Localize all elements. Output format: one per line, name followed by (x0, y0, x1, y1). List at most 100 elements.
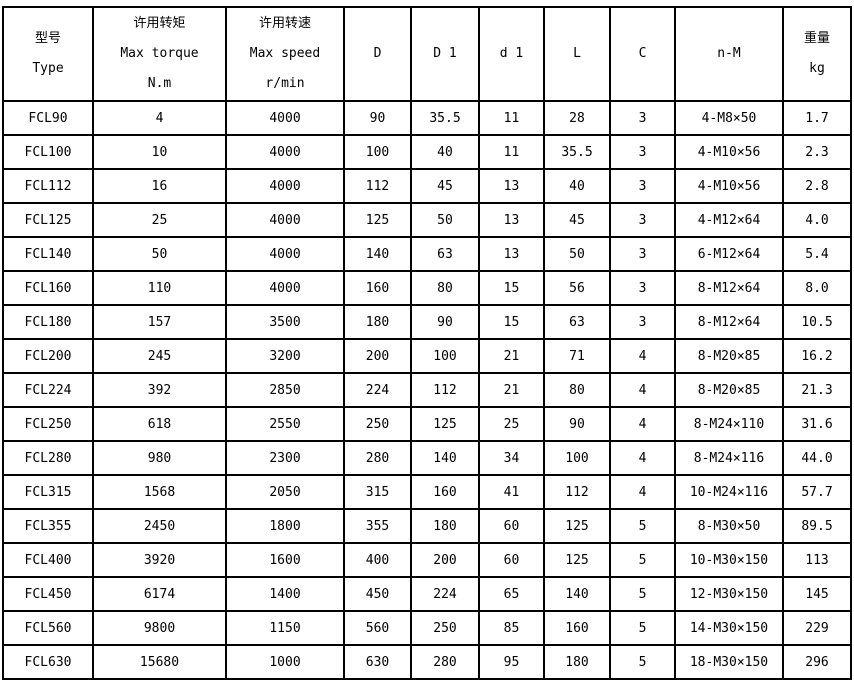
cell-d1-small: 65 (478, 576, 545, 612)
cell-n-m: 4-M10×56 (674, 134, 784, 170)
cell-c: 4 (609, 406, 676, 442)
cell-d: 140 (343, 236, 412, 272)
cell-c: 5 (609, 508, 676, 544)
cell-d1: 224 (410, 576, 480, 612)
cell-type: FCL100 (2, 134, 94, 170)
cell-weight: 89.5 (782, 508, 852, 544)
cell-weight: 296 (782, 644, 852, 680)
table-row: FCL450 6174 1400 450 224 65 140 5 12-M30×150 145 (2, 576, 852, 612)
cell-max-torque: 392 (92, 372, 227, 408)
cell-d1: 45 (410, 168, 480, 204)
cell-weight: 8.0 (782, 270, 852, 306)
header-d1: D 1 (410, 6, 480, 102)
table-row: FCL400 3920 1600 400 200 60 125 5 10-M30×150 113 (2, 542, 852, 578)
cell-type: FCL630 (2, 644, 94, 680)
cell-max-speed: 1150 (225, 610, 345, 646)
cell-d: 200 (343, 338, 412, 374)
cell-max-speed: 2550 (225, 406, 345, 442)
cell-max-torque: 1568 (92, 474, 227, 510)
cell-type: FCL224 (2, 372, 94, 408)
cell-max-torque: 110 (92, 270, 227, 306)
header-line: kg (809, 61, 825, 76)
cell-max-speed: 2850 (225, 372, 345, 408)
cell-l: 125 (543, 542, 611, 578)
cell-c: 3 (609, 100, 676, 136)
table-row: FCL180 157 3500 180 90 15 63 3 8-M12×64 10.5 (2, 304, 852, 340)
cell-max-speed: 4000 (225, 202, 345, 238)
cell-d1-small: 13 (478, 202, 545, 238)
cell-c: 5 (609, 644, 676, 680)
cell-d1: 140 (410, 440, 480, 476)
cell-max-speed: 1000 (225, 644, 345, 680)
table-row: FCL224 392 2850 224 112 21 80 4 8-M20×85 21.3 (2, 372, 852, 408)
cell-d1: 200 (410, 542, 480, 578)
header-line: d 1 (499, 46, 524, 61)
cell-weight: 10.5 (782, 304, 852, 340)
cell-d1-small: 11 (478, 100, 545, 136)
cell-d1-small: 21 (478, 338, 545, 374)
coupling-spec-table: 型号 Type 许用转矩 Max torque N.m 许用转速 Max speed r/mi… (2, 6, 852, 680)
cell-d: 280 (343, 440, 412, 476)
cell-weight: 31.6 (782, 406, 852, 442)
cell-l: 125 (543, 508, 611, 544)
cell-d1: 50 (410, 202, 480, 238)
cell-d: 180 (343, 304, 412, 340)
cell-type: FCL355 (2, 508, 94, 544)
table-body: FCL90 4 4000 90 35.5 11 28 3 4-M8×50 1.7 FCL100 10 4… (2, 100, 852, 680)
cell-weight: 44.0 (782, 440, 852, 476)
cell-d1: 100 (410, 338, 480, 374)
cell-max-speed: 2050 (225, 474, 345, 510)
header-line: 许用转矩 (133, 16, 186, 31)
cell-d: 355 (343, 508, 412, 544)
cell-n-m: 14-M30×150 (674, 610, 784, 646)
cell-max-torque: 15680 (92, 644, 227, 680)
cell-l: 112 (543, 474, 611, 510)
cell-n-m: 18-M30×150 (674, 644, 784, 680)
cell-l: 160 (543, 610, 611, 646)
table-row: FCL560 9800 1150 560 250 85 160 5 14-M30×150 229 (2, 610, 852, 646)
cell-d1-small: 15 (478, 270, 545, 306)
cell-n-m: 8-M24×116 (674, 440, 784, 476)
cell-type: FCL112 (2, 168, 94, 204)
header-d1-small: d 1 (478, 6, 545, 102)
header-d: D (343, 6, 412, 102)
header-line: C (638, 46, 647, 61)
cell-max-speed: 4000 (225, 100, 345, 136)
cell-d1: 180 (410, 508, 480, 544)
cell-c: 3 (609, 202, 676, 238)
header-line: N.m (147, 76, 172, 91)
cell-type: FCL280 (2, 440, 94, 476)
cell-weight: 2.8 (782, 168, 852, 204)
cell-c: 5 (609, 542, 676, 578)
cell-c: 4 (609, 372, 676, 408)
cell-weight: 113 (782, 542, 852, 578)
header-weight: 重量 kg (782, 6, 852, 102)
cell-d1: 80 (410, 270, 480, 306)
cell-d: 250 (343, 406, 412, 442)
cell-type: FCL450 (2, 576, 94, 612)
cell-d1-small: 25 (478, 406, 545, 442)
cell-weight: 2.3 (782, 134, 852, 170)
cell-d1-small: 34 (478, 440, 545, 476)
cell-max-torque: 6174 (92, 576, 227, 612)
cell-l: 35.5 (543, 134, 611, 170)
cell-n-m: 8-M24×110 (674, 406, 784, 442)
cell-n-m: 8-M20×85 (674, 338, 784, 374)
cell-n-m: 10-M24×116 (674, 474, 784, 510)
header-line: Max torque (120, 46, 199, 61)
cell-type: FCL250 (2, 406, 94, 442)
table-row: FCL112 16 4000 112 45 13 40 3 4-M10×56 2.8 (2, 168, 852, 204)
table-row: FCL200 245 3200 200 100 21 71 4 8-M20×85 16.2 (2, 338, 852, 374)
cell-weight: 145 (782, 576, 852, 612)
cell-n-m: 8-M12×64 (674, 270, 784, 306)
cell-d1: 35.5 (410, 100, 480, 136)
table-row: FCL90 4 4000 90 35.5 11 28 3 4-M8×50 1.7 (2, 100, 852, 136)
table-row: FCL100 10 4000 100 40 11 35.5 3 4-M10×56 2.3 (2, 134, 852, 170)
cell-c: 3 (609, 304, 676, 340)
header-line: n-M (717, 46, 741, 61)
cell-c: 3 (609, 270, 676, 306)
cell-weight: 1.7 (782, 100, 852, 136)
cell-max-speed: 4000 (225, 168, 345, 204)
cell-n-m: 8-M12×64 (674, 304, 784, 340)
cell-n-m: 12-M30×150 (674, 576, 784, 612)
